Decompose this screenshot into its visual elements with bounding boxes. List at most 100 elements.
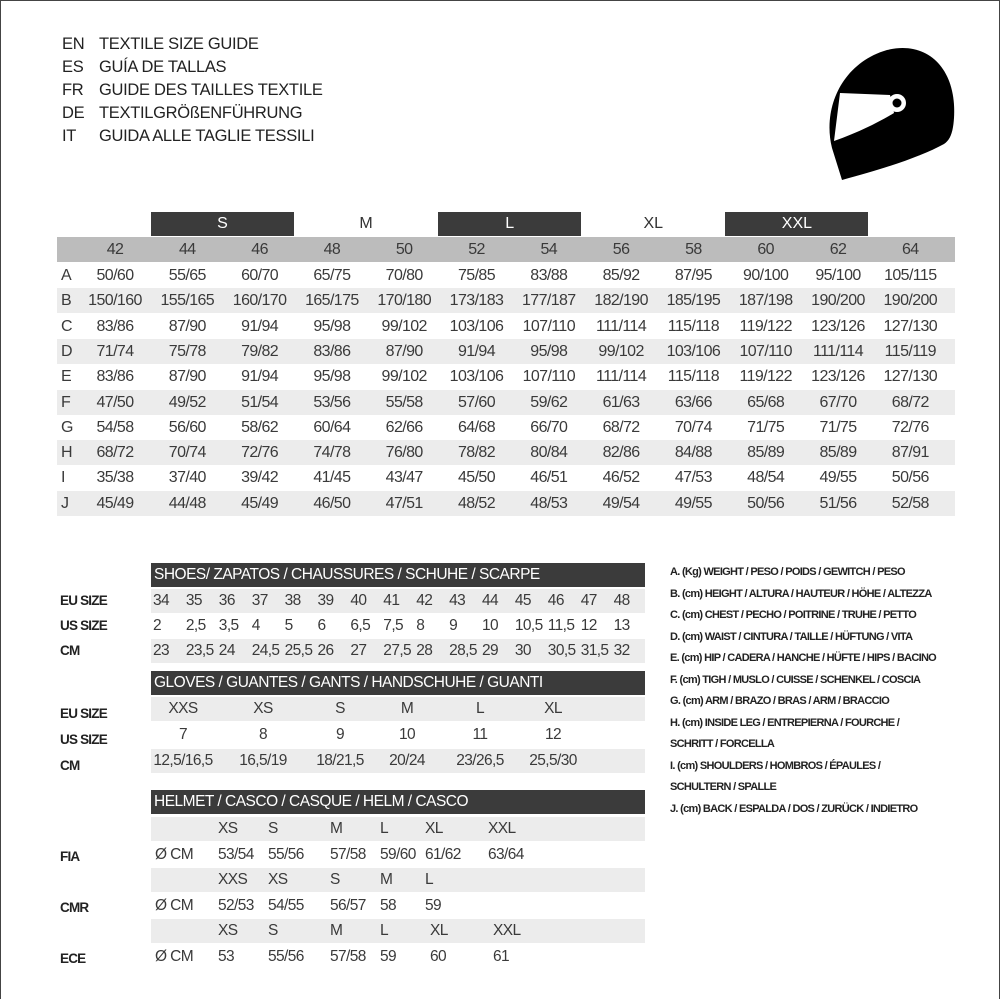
size-row: XS S M L XL XXL bbox=[151, 919, 645, 943]
table-cell: 55/56 bbox=[268, 948, 304, 965]
table-cell: 190/200 bbox=[811, 292, 865, 310]
legend-item: I. (cm) SHOULDERS / HOMBROS / ÉPAULES / bbox=[670, 759, 881, 772]
size-number: 56 bbox=[612, 241, 630, 258]
table-cell: 26 bbox=[317, 642, 335, 659]
legend-item: B. (cm) HEIGHT / ALTURA / HAUTEUR / HÖHE… bbox=[670, 587, 932, 600]
table-cell: 115/119 bbox=[884, 342, 937, 360]
table-cell: 74/78 bbox=[313, 444, 351, 462]
table-cell: 59/62 bbox=[530, 393, 568, 411]
size-number: 60 bbox=[757, 241, 774, 258]
table-row: B 150/160 155/165 160/170 165/175 170/180 173/… bbox=[57, 288, 955, 314]
table-cell: 91/94 bbox=[241, 368, 279, 386]
table-cell: 187/198 bbox=[738, 292, 793, 310]
legend-item: H. (cm) INSIDE LEG / ENTREPIERNA / FOURC… bbox=[670, 716, 900, 729]
table-cell: 80/84 bbox=[530, 444, 568, 462]
table-cell: 50/56 bbox=[747, 494, 785, 512]
table-cell: 45/50 bbox=[457, 469, 496, 487]
table-row: 34 35 36 37 38 39 40 41 42 43 44 45 46 47 48 bbox=[151, 589, 645, 613]
table-cell: 56/57 bbox=[330, 897, 366, 914]
table-cell: 37/40 bbox=[168, 469, 207, 487]
row-label: E bbox=[61, 368, 72, 386]
table-cell: 82/86 bbox=[602, 444, 641, 462]
table-cell: 75/85 bbox=[457, 267, 496, 284]
table-cell: 59 bbox=[380, 948, 397, 965]
legend-item: SCHULTERN / SPALLE bbox=[670, 781, 777, 793]
row-label: EU SIZE bbox=[60, 593, 108, 608]
row-label: FIA bbox=[60, 849, 80, 864]
table-cell: 95/98 bbox=[313, 317, 351, 335]
table-cell: 90/100 bbox=[743, 267, 789, 284]
table-cell: 64/68 bbox=[457, 418, 496, 436]
table-cell: 54/58 bbox=[96, 418, 134, 436]
table-cell: 185/195 bbox=[666, 292, 721, 310]
table-cell: 70/74 bbox=[168, 444, 207, 462]
size-label: L bbox=[380, 922, 389, 939]
table-cell: 59 bbox=[425, 897, 442, 914]
size-number: 64 bbox=[901, 241, 919, 258]
table-cell: 190/200 bbox=[883, 292, 938, 310]
row-label: US SIZE bbox=[60, 732, 108, 747]
size-label: XL bbox=[430, 922, 448, 939]
table-row: J 45/49 44/48 45/49 46/50 47/51 48/52 48/53 49/5… bbox=[57, 490, 955, 516]
table-cell: 85/92 bbox=[602, 267, 641, 284]
unit-label: Ø CM bbox=[155, 948, 194, 965]
legend-item: G. (cm) ARM / BRAZO / BRAS / ARM / BRACC… bbox=[670, 695, 890, 707]
table-cell: 95/98 bbox=[530, 342, 568, 360]
table-cell: 119/122 bbox=[739, 317, 792, 335]
table-cell: 83/88 bbox=[530, 267, 568, 284]
table-cell: XL bbox=[544, 700, 562, 717]
table-cell: L bbox=[475, 700, 485, 717]
size-label: XXL bbox=[488, 820, 516, 837]
legend-item: SCHRITT / FORCELLA bbox=[670, 738, 775, 750]
size-row: XXS XS S M L bbox=[151, 868, 645, 892]
table-cell: 55/65 bbox=[168, 267, 207, 284]
table-cell: 103/106 bbox=[449, 317, 504, 335]
table-cell: 3,5 bbox=[218, 617, 239, 634]
table-cell: 23,5 bbox=[185, 642, 214, 659]
row-label: G bbox=[61, 418, 74, 436]
table-cell: 6,5 bbox=[350, 617, 371, 634]
size-row: XS S M L XL XXL bbox=[151, 817, 645, 841]
section-header: GLOVES / GUANTES / GANTS / HANDSCHUHE / … bbox=[151, 671, 645, 695]
table-cell: 53/54 bbox=[218, 846, 254, 863]
table-cell: 65/68 bbox=[747, 393, 785, 411]
table-cell: 5 bbox=[284, 617, 294, 634]
table-cell: 30 bbox=[514, 642, 532, 659]
row-label: CMR bbox=[60, 900, 89, 915]
size-label: M bbox=[330, 922, 343, 939]
table-cell: 10,5 bbox=[514, 617, 543, 634]
table-row: XXS XS S M L XL bbox=[151, 697, 645, 721]
table-cell: 50/56 bbox=[891, 469, 930, 487]
table-cell: 87/90 bbox=[168, 317, 207, 335]
table-cell: 11 bbox=[472, 726, 488, 743]
size-band: M bbox=[359, 215, 373, 232]
table-cell: 46/52 bbox=[602, 469, 641, 487]
table-cell: 83/86 bbox=[96, 317, 134, 335]
table-cell: 87/90 bbox=[168, 368, 207, 386]
table-cell: 57/60 bbox=[457, 393, 496, 411]
table-cell: 99/102 bbox=[381, 368, 428, 386]
row-label: I bbox=[61, 469, 66, 487]
table-cell: 67/70 bbox=[819, 393, 857, 411]
size-label: XXL bbox=[493, 922, 521, 939]
title-text: GUIDA ALLE TAGLIE TESSILI bbox=[99, 127, 315, 145]
table-cell: 43 bbox=[449, 592, 466, 609]
table-cell: 30,5 bbox=[547, 642, 576, 659]
table-cell: 40 bbox=[350, 592, 367, 609]
table-row: D 71/74 75/78 79/82 83/86 87/90 91/94 95/98 99/1… bbox=[57, 338, 955, 364]
table-cell: 107/110 bbox=[522, 368, 576, 386]
table-cell: 47 bbox=[580, 592, 598, 609]
table-cell: 24,5 bbox=[251, 642, 280, 659]
table-cell: 49/55 bbox=[819, 469, 857, 487]
size-band: L bbox=[438, 212, 582, 236]
table-cell: 52/53 bbox=[218, 897, 254, 914]
title-text: GUIDE DES TAILLES TEXTILE bbox=[99, 81, 323, 99]
title-text: GUÍA DE TALLAS bbox=[99, 58, 227, 76]
table-cell: 71/75 bbox=[747, 418, 785, 436]
size-label: XL bbox=[425, 820, 443, 837]
title-line: DE TEXTILGRÖßENFÜHRUNG bbox=[62, 104, 323, 127]
table-cell: 103/106 bbox=[666, 342, 721, 360]
table-cell: 103/106 bbox=[449, 368, 504, 386]
row-label: EU SIZE bbox=[60, 706, 108, 721]
size-label: S bbox=[268, 922, 278, 939]
